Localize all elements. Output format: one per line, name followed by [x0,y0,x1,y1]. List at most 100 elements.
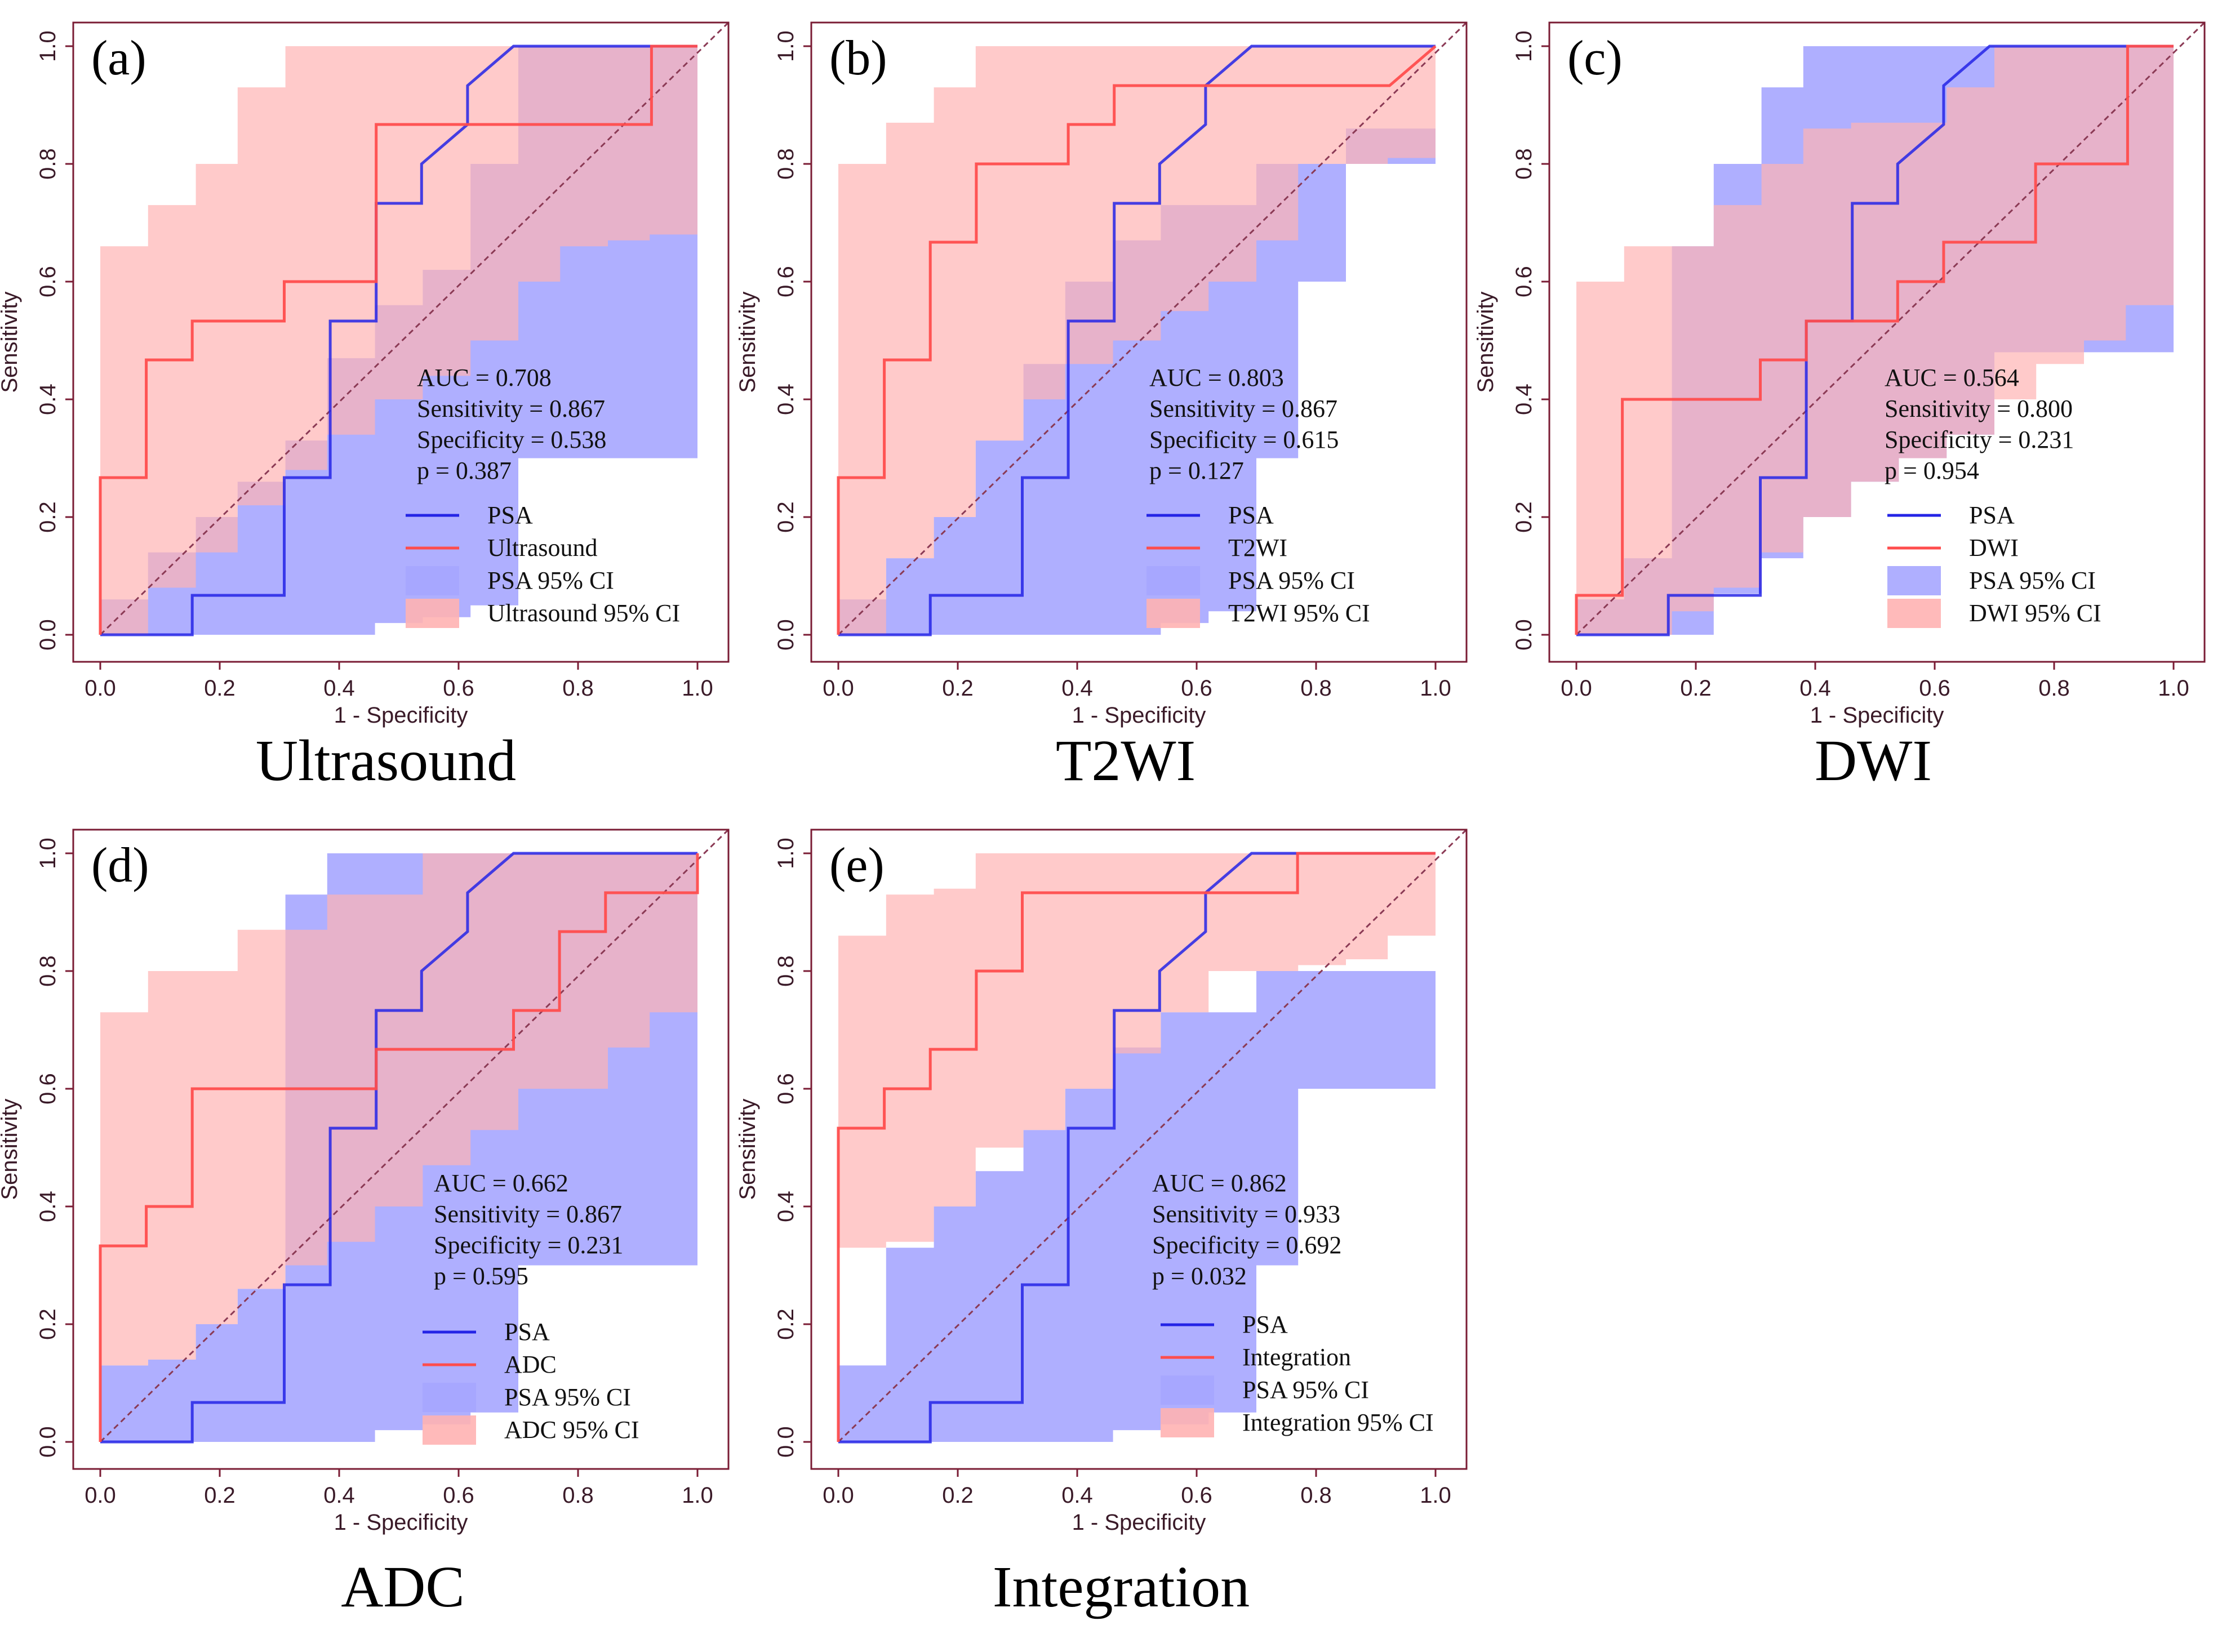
y-tick-label: 0.2 [35,1308,60,1340]
x-tick-label: 0.6 [443,676,474,701]
legend-entry: PSA [504,1318,550,1346]
y-tick-label: 0.4 [774,1191,798,1222]
x-tick-label: 0.2 [204,676,235,701]
legend-fill-swatch [423,1415,476,1445]
stats-line: Sensitivity = 0.867 [1149,395,1337,422]
stats-line: AUC = 0.803 [1149,364,1284,391]
y-tick-label: 0.0 [774,1426,798,1458]
legend-entry: ADC 95% CI [504,1416,639,1444]
panel-caption: Ultrasound [256,728,516,793]
x-tick-label: 0.6 [1181,1483,1212,1508]
psa-roc-curve [100,44,697,636]
stats-line: p = 0.595 [434,1262,528,1290]
legend-fill-swatch [1161,1375,1214,1405]
legend-entry: PSA 95% CI [1242,1376,1369,1404]
legend-entry: PSA 95% CI [1228,567,1355,594]
y-tick-label: 0.2 [774,501,798,533]
modality-ci-band [100,853,697,1366]
legend-fill-swatch [406,599,459,628]
legend-entry: DWI 95% CI [1969,599,2101,627]
stats-line: Specificity = 0.692 [1152,1231,1341,1259]
y-tick-label: 0.6 [774,266,798,297]
psa-roc-curve [100,852,697,1444]
x-tick-label: 1.0 [682,1483,713,1508]
legend-entry: ADC [504,1351,557,1378]
legend-entry: Integration 95% CI [1242,1409,1434,1436]
y-tick-label: 0.0 [1512,619,1536,651]
stats-line: p = 0.032 [1152,1262,1247,1290]
legend-entry: PSA 95% CI [504,1383,631,1411]
plot-frame [1548,21,2206,663]
legend-fill-swatch [1147,566,1200,595]
panel-label: (a) [91,31,146,86]
stats-line: AUC = 0.662 [434,1169,568,1197]
modality-roc-curve [99,853,699,1442]
legend-fill-swatch [423,1383,476,1412]
x-axis-label: 1 - Specificity [334,703,468,728]
y-axis-label: Sensitivity [0,291,22,393]
y-tick-label: 0.8 [35,955,60,987]
x-tick-label: 0.6 [443,1483,474,1508]
x-tick-label: 0.8 [2038,676,2070,701]
roc-panel-1: 0.0 0.2 0.4 0.6 0.8 1.0 0.0 0.2 0.4 0.6 0.8 1.0 1 - … [735,21,1468,793]
x-tick-label: 0.0 [85,1483,116,1508]
y-tick-label: 0.8 [35,148,60,180]
y-tick-label: 0.4 [774,384,798,415]
y-tick-label: 1.0 [35,838,60,869]
modality-roc-curve [837,45,1437,635]
y-tick-label: 0.2 [774,1308,798,1340]
legend-fill-swatch [1161,1408,1214,1437]
stats-line: AUC = 0.862 [1152,1169,1287,1197]
y-tick-label: 0.4 [35,384,60,415]
x-tick-label: 0.0 [85,676,116,701]
x-axis-label: 1 - Specificity [1810,703,1944,728]
x-axis-label: 1 - Specificity [1072,1510,1206,1535]
diagonal-reference-line [99,829,730,1443]
y-tick-label: 0.4 [35,1191,60,1222]
y-axis-label: Sensitivity [735,1098,760,1200]
y-tick-label: 1.0 [1512,30,1536,62]
stats-line: p = 0.127 [1149,457,1244,484]
y-axis-label: Sensitivity [0,1098,22,1200]
x-tick-label: 0.6 [1181,676,1212,701]
x-tick-label: 0.2 [204,1483,235,1508]
stats-line: Sensitivity = 0.933 [1152,1200,1340,1228]
y-tick-label: 0.2 [35,501,60,533]
stats-line: AUC = 0.564 [1885,364,2019,391]
x-tick-label: 0.2 [942,1483,974,1508]
y-tick-label: 0.6 [35,266,60,297]
x-tick-label: 1.0 [1420,1483,1451,1508]
psa-roc-curve [838,44,1436,636]
stats-line: p = 0.954 [1885,457,1979,484]
legend-fill-swatch [1147,599,1200,628]
roc-panel-3: 0.0 0.2 0.4 0.6 0.8 1.0 0.0 0.2 0.4 0.6 0.8 1.0 1 - … [0,829,730,1619]
x-axis-label: 1 - Specificity [1072,703,1206,728]
y-tick-label: 1.0 [35,30,60,62]
roc-panel-0: 0.0 0.2 0.4 0.6 0.8 1.0 0.0 0.2 0.4 0.6 0.8 1.0 1 - … [0,21,730,793]
roc-panel-4: 0.0 0.2 0.4 0.6 0.8 1.0 0.0 0.2 0.4 0.6 0.8 1.0 1 - … [735,829,1468,1619]
plot-frame [810,829,1468,1470]
legend-entry: PSA [1969,501,2015,529]
legend-fill-swatch [406,566,459,595]
legend-entry: PSA 95% CI [1969,567,2096,594]
x-tick-label: 1.0 [1420,676,1451,701]
y-tick-label: 0.0 [35,619,60,651]
x-tick-label: 0.2 [1680,676,1712,701]
x-tick-label: 0.8 [1300,676,1332,701]
legend-entry: PSA [1242,1311,1288,1338]
legend-entry: Ultrasound [487,534,598,562]
stats-line: p = 0.387 [417,457,512,484]
stats-line: Specificity = 0.231 [434,1231,623,1259]
panel-caption: T2WI [1056,728,1196,793]
y-tick-label: 0.2 [1512,501,1536,533]
modality-ci-band [1576,46,2174,635]
psa-ci-band [838,853,1436,1442]
modality-roc-curve [837,852,1436,1442]
diagonal-reference-line [1575,21,2206,636]
modality-ci-band [100,46,697,635]
modality-ci-band [838,46,1436,635]
legend-entry: PSA [1228,501,1274,529]
legend-fill-swatch [1887,599,1941,628]
x-tick-label: 0.6 [1919,676,1950,701]
x-axis-label: 1 - Specificity [334,1510,468,1535]
